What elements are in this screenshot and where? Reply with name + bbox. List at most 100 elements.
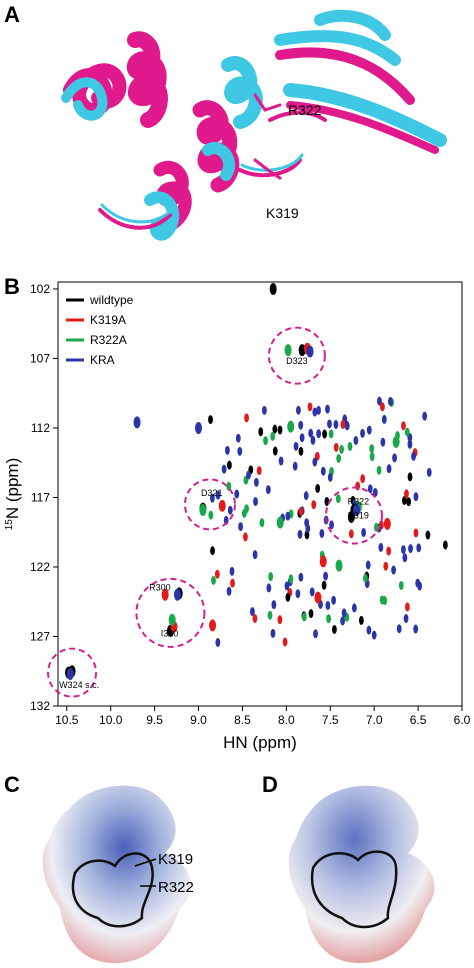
peak-cluster-mark — [272, 424, 278, 434]
peak-cluster-mark — [398, 580, 404, 590]
peak-cluster-mark — [426, 467, 432, 477]
surface-d — [288, 785, 435, 963]
legend-label: wildtype — [89, 293, 134, 307]
structure-overlay: R322 K319 — [61, 9, 447, 241]
peak-cluster-mark — [298, 572, 304, 582]
side-chain — [253, 93, 282, 180]
peak-cluster-mark — [305, 523, 311, 533]
peak-cluster-mark — [321, 580, 327, 590]
peak-K319A — [314, 591, 322, 604]
cyan-sheet-1 — [274, 30, 401, 66]
peak-cluster-mark — [340, 419, 346, 429]
peak-cluster-mark — [325, 404, 330, 414]
peak-cluster-mark — [322, 429, 327, 439]
annotation-r322: R322 — [288, 102, 322, 118]
peak-cluster-mark — [252, 550, 258, 560]
peak-cluster-mark — [277, 615, 283, 625]
peak-cluster-mark — [416, 543, 422, 553]
peak-cluster-mark — [402, 495, 407, 505]
peak-cluster-mark — [208, 510, 214, 520]
peak-cluster-mark — [208, 415, 213, 425]
peak-cluster-mark — [270, 431, 276, 441]
peak-cluster-mark — [244, 413, 249, 423]
peak-cluster-mark — [329, 520, 334, 530]
peak-cluster-mark — [363, 573, 368, 583]
peak-cluster-mark — [309, 587, 315, 597]
peak-cluster-mark — [413, 624, 419, 634]
peak-cluster-mark — [312, 457, 318, 467]
annotation-k319: K319 — [266, 205, 299, 221]
x-tick-label: 7.0 — [366, 713, 383, 727]
peak-cluster-mark — [268, 572, 274, 582]
peak-cluster-mark — [365, 560, 371, 570]
peak-cluster-mark — [224, 445, 230, 455]
peak-cluster-mark — [296, 405, 301, 415]
peak-cluster-mark — [404, 427, 410, 437]
peak-cluster-mark — [332, 624, 337, 634]
peak-cluster-mark — [379, 595, 385, 605]
peak-cluster-mark — [407, 472, 413, 482]
peak-cluster-mark — [413, 492, 419, 502]
peak-cluster-mark — [339, 444, 344, 454]
k319-pointer — [134, 858, 157, 867]
peak-cluster-mark — [401, 421, 406, 431]
peak-cluster-mark — [404, 489, 409, 499]
peak-cluster-mark — [353, 435, 359, 445]
peak-cluster-mark — [298, 446, 304, 456]
peak-cluster-mark — [298, 420, 304, 430]
peak-cluster-mark — [307, 402, 313, 412]
y-axis-label: 15N (ppm) — [3, 458, 22, 531]
peak-cluster-mark — [227, 460, 232, 470]
peak-K319A — [209, 619, 217, 632]
highlight-circle — [135, 577, 206, 648]
cyan-helix-1 — [61, 77, 108, 121]
surface-c: K319 R322 — [42, 785, 194, 963]
peak-cluster-mark — [348, 529, 354, 539]
peak-cluster-mark — [285, 592, 291, 602]
peak-cluster-mark — [425, 530, 431, 540]
peak-cluster-mark — [215, 490, 221, 500]
y-tick-label: 102 — [30, 282, 50, 296]
hsqc-chart: 10.5 10.0 9.5 9.0 8.5 8.0 7.5 7.0 6.5 6.0 102 107 11… — [3, 281, 471, 752]
peak-cluster-mark — [380, 437, 386, 447]
y-tick-label: 132 — [30, 699, 50, 713]
peak-cluster-mark — [246, 470, 251, 480]
cyan-helix-3 — [144, 191, 180, 241]
peak-R322A — [276, 516, 284, 529]
peak-cluster-mark — [324, 496, 330, 506]
cyan-helix-4 — [202, 142, 236, 181]
peak-cluster-mark — [214, 569, 220, 579]
panel-a-label: A — [4, 2, 20, 27]
peak-KRA — [353, 503, 361, 516]
peak-cluster-mark — [234, 489, 240, 499]
cyan-loop — [100, 153, 304, 224]
magenta-sheet-2 — [286, 101, 439, 154]
peak-cluster-mark — [413, 528, 419, 538]
surface-d-shape — [288, 785, 435, 963]
peak-cluster-mark — [244, 504, 249, 514]
peak-cluster-mark — [293, 441, 299, 451]
peak-cluster-mark — [319, 528, 325, 538]
peak-cluster-mark — [377, 396, 382, 406]
peak-cluster-mark — [301, 612, 307, 622]
peak-cluster-mark — [335, 494, 341, 504]
peak-cluster-mark — [358, 615, 364, 625]
annotation-c-k319: K319 — [158, 851, 193, 868]
panel-c-label: C — [4, 772, 20, 797]
y-axis-label-rest: N (ppm) — [3, 458, 22, 519]
x-tick-label: 9.0 — [190, 713, 207, 727]
peak-cluster-mark — [263, 436, 268, 446]
peak-cluster-mark — [252, 613, 258, 623]
cyan-sheet-3 — [314, 9, 391, 41]
y-tick-label: 107 — [30, 351, 50, 365]
peak-cluster-mark — [292, 461, 298, 471]
residue-label: R322 — [348, 496, 370, 506]
peak-cluster-mark — [265, 485, 271, 495]
peak-cluster-mark — [367, 484, 373, 494]
highlight-circle — [324, 486, 383, 545]
peak-K319A — [319, 555, 327, 568]
legend-label: R322A — [90, 333, 127, 347]
peak-cluster-mark — [333, 419, 339, 429]
residue-label: D323 — [286, 356, 308, 366]
peak-cluster-mark — [369, 444, 375, 454]
